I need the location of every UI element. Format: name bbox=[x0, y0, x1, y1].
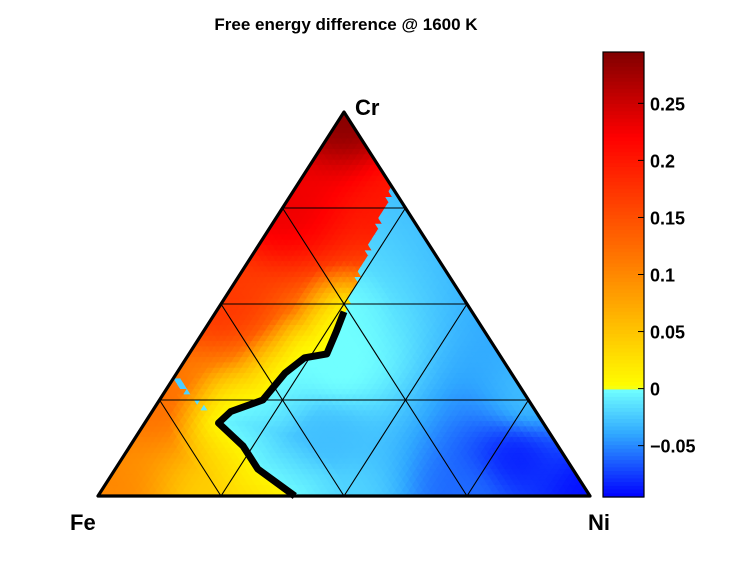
ternary-field bbox=[98, 112, 590, 496]
chart-title: Free energy difference @ 1600 K bbox=[214, 15, 478, 34]
